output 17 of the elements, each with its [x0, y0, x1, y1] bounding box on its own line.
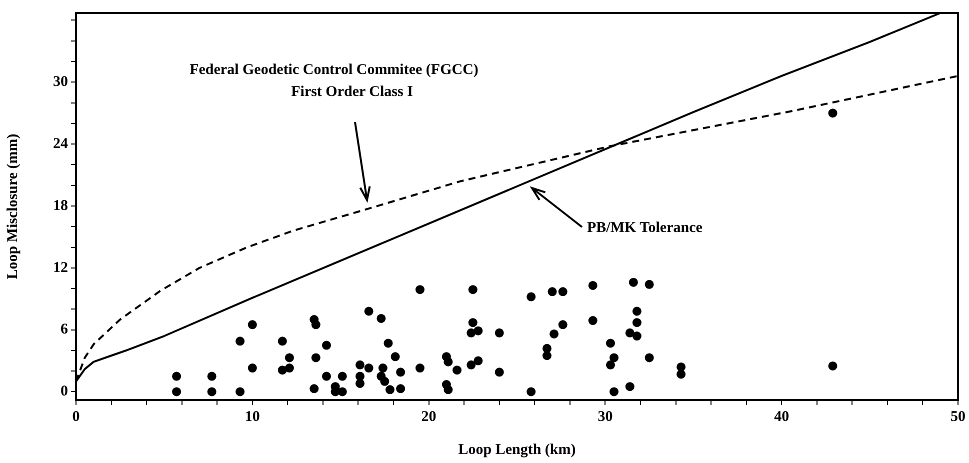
x-tick-label: 0	[72, 408, 80, 425]
x-tick-label: 10	[244, 408, 260, 425]
y-tick-label: 6	[60, 322, 68, 338]
x-tick-label: 40	[774, 408, 790, 425]
x-axis-title: Loop Length (km)	[458, 442, 576, 458]
y-tick-label: 30	[53, 74, 68, 90]
y-axis-title: Loop Misclosure (mm)	[4, 134, 21, 280]
y-tick-label: 24	[53, 136, 68, 152]
x-tick-label: 50	[950, 408, 966, 425]
y-tick-label: 12	[53, 260, 68, 276]
y-tick-label: 18	[53, 198, 68, 214]
x-tick-label: 30	[598, 408, 613, 425]
annotation: Federal Geodetic Control Commitee (FGCC)	[190, 62, 478, 78]
annotation: PB/MK Tolerance	[587, 220, 703, 236]
x-tick-label: 20	[421, 408, 436, 425]
annotation: First Order Class I	[291, 84, 414, 100]
y-tick-label: 0	[60, 384, 68, 400]
